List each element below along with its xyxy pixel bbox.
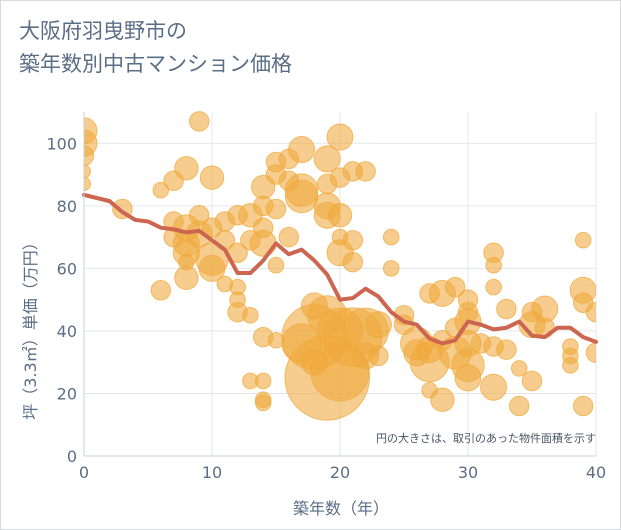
bubble-point [254, 372, 272, 390]
bubble-point [485, 278, 502, 296]
bubble-point [152, 181, 170, 199]
bubble-series [84, 111, 596, 421]
bubble-point [174, 156, 199, 181]
x-tick-label: 20 [330, 463, 350, 482]
bubble-point [572, 395, 594, 417]
bubble-point [454, 364, 482, 392]
bubble-point [265, 198, 287, 220]
bubble-point [288, 136, 316, 164]
bubble-point [585, 301, 596, 323]
bubble-point [199, 165, 225, 190]
size-legend-note: 円の大きさは、取引のあった物件面積を示す [376, 431, 596, 445]
x-axis-title: 築年数（年） [293, 499, 389, 518]
bubble-point [242, 306, 259, 324]
axes: 0 20 40 60 80 100 0 10 20 30 40 [46, 112, 606, 482]
bubble-point [430, 387, 455, 412]
y-tick-label: 80 [57, 197, 77, 216]
bubble-point [326, 123, 354, 151]
bubble-point [368, 345, 389, 367]
x-tick-label: 40 [586, 463, 606, 482]
bubble-point [485, 256, 502, 274]
bubble-point [254, 394, 272, 412]
bubble-point [508, 395, 530, 417]
bubble-point [496, 339, 517, 360]
y-tick-label: 60 [57, 259, 77, 278]
bubble-point [521, 370, 543, 392]
bubble-point [84, 164, 91, 179]
y-tick-label: 20 [57, 384, 77, 403]
bubble-point [355, 161, 376, 182]
bubble-point [188, 111, 210, 132]
y-tick-label: 40 [57, 322, 77, 341]
bubble-point [150, 280, 172, 301]
y-tick-label: 100 [46, 134, 77, 153]
y-tick-label: 0 [67, 447, 77, 466]
bubble-point [84, 176, 91, 191]
trend-line [82, 192, 598, 346]
bubble-point [562, 357, 579, 374]
x-tick-label: 30 [458, 463, 478, 482]
y-axis-title: 坪（3.3㎡）単価（万円） [21, 234, 40, 419]
bubble-point [278, 226, 300, 248]
bubble-point [382, 260, 400, 277]
bubble-point [267, 331, 285, 349]
bubble-point [178, 253, 195, 271]
bubble-point [342, 251, 364, 273]
bubble-point [249, 229, 277, 257]
bubble-point [313, 145, 341, 173]
bubble-point [198, 254, 226, 282]
trend-series [82, 192, 598, 346]
bubble-point [364, 311, 392, 339]
chart-title: 大阪府羽曳野市の 築年数別中古マンション価格 [19, 19, 292, 76]
bubble-point [382, 228, 400, 246]
bubble-point [496, 298, 517, 320]
bubble-point [327, 203, 353, 228]
bubble-point [342, 229, 364, 251]
bubble-point [84, 145, 95, 167]
bubble-point [284, 179, 319, 214]
bubble-point [267, 256, 285, 274]
bubble-point [585, 342, 596, 364]
bubble-point [444, 276, 466, 298]
x-tick-label: 10 [202, 463, 222, 482]
bubble-point [480, 373, 508, 401]
bubble-point [510, 360, 528, 377]
x-tick-label: 0 [79, 463, 89, 482]
bubble-point [574, 231, 592, 249]
